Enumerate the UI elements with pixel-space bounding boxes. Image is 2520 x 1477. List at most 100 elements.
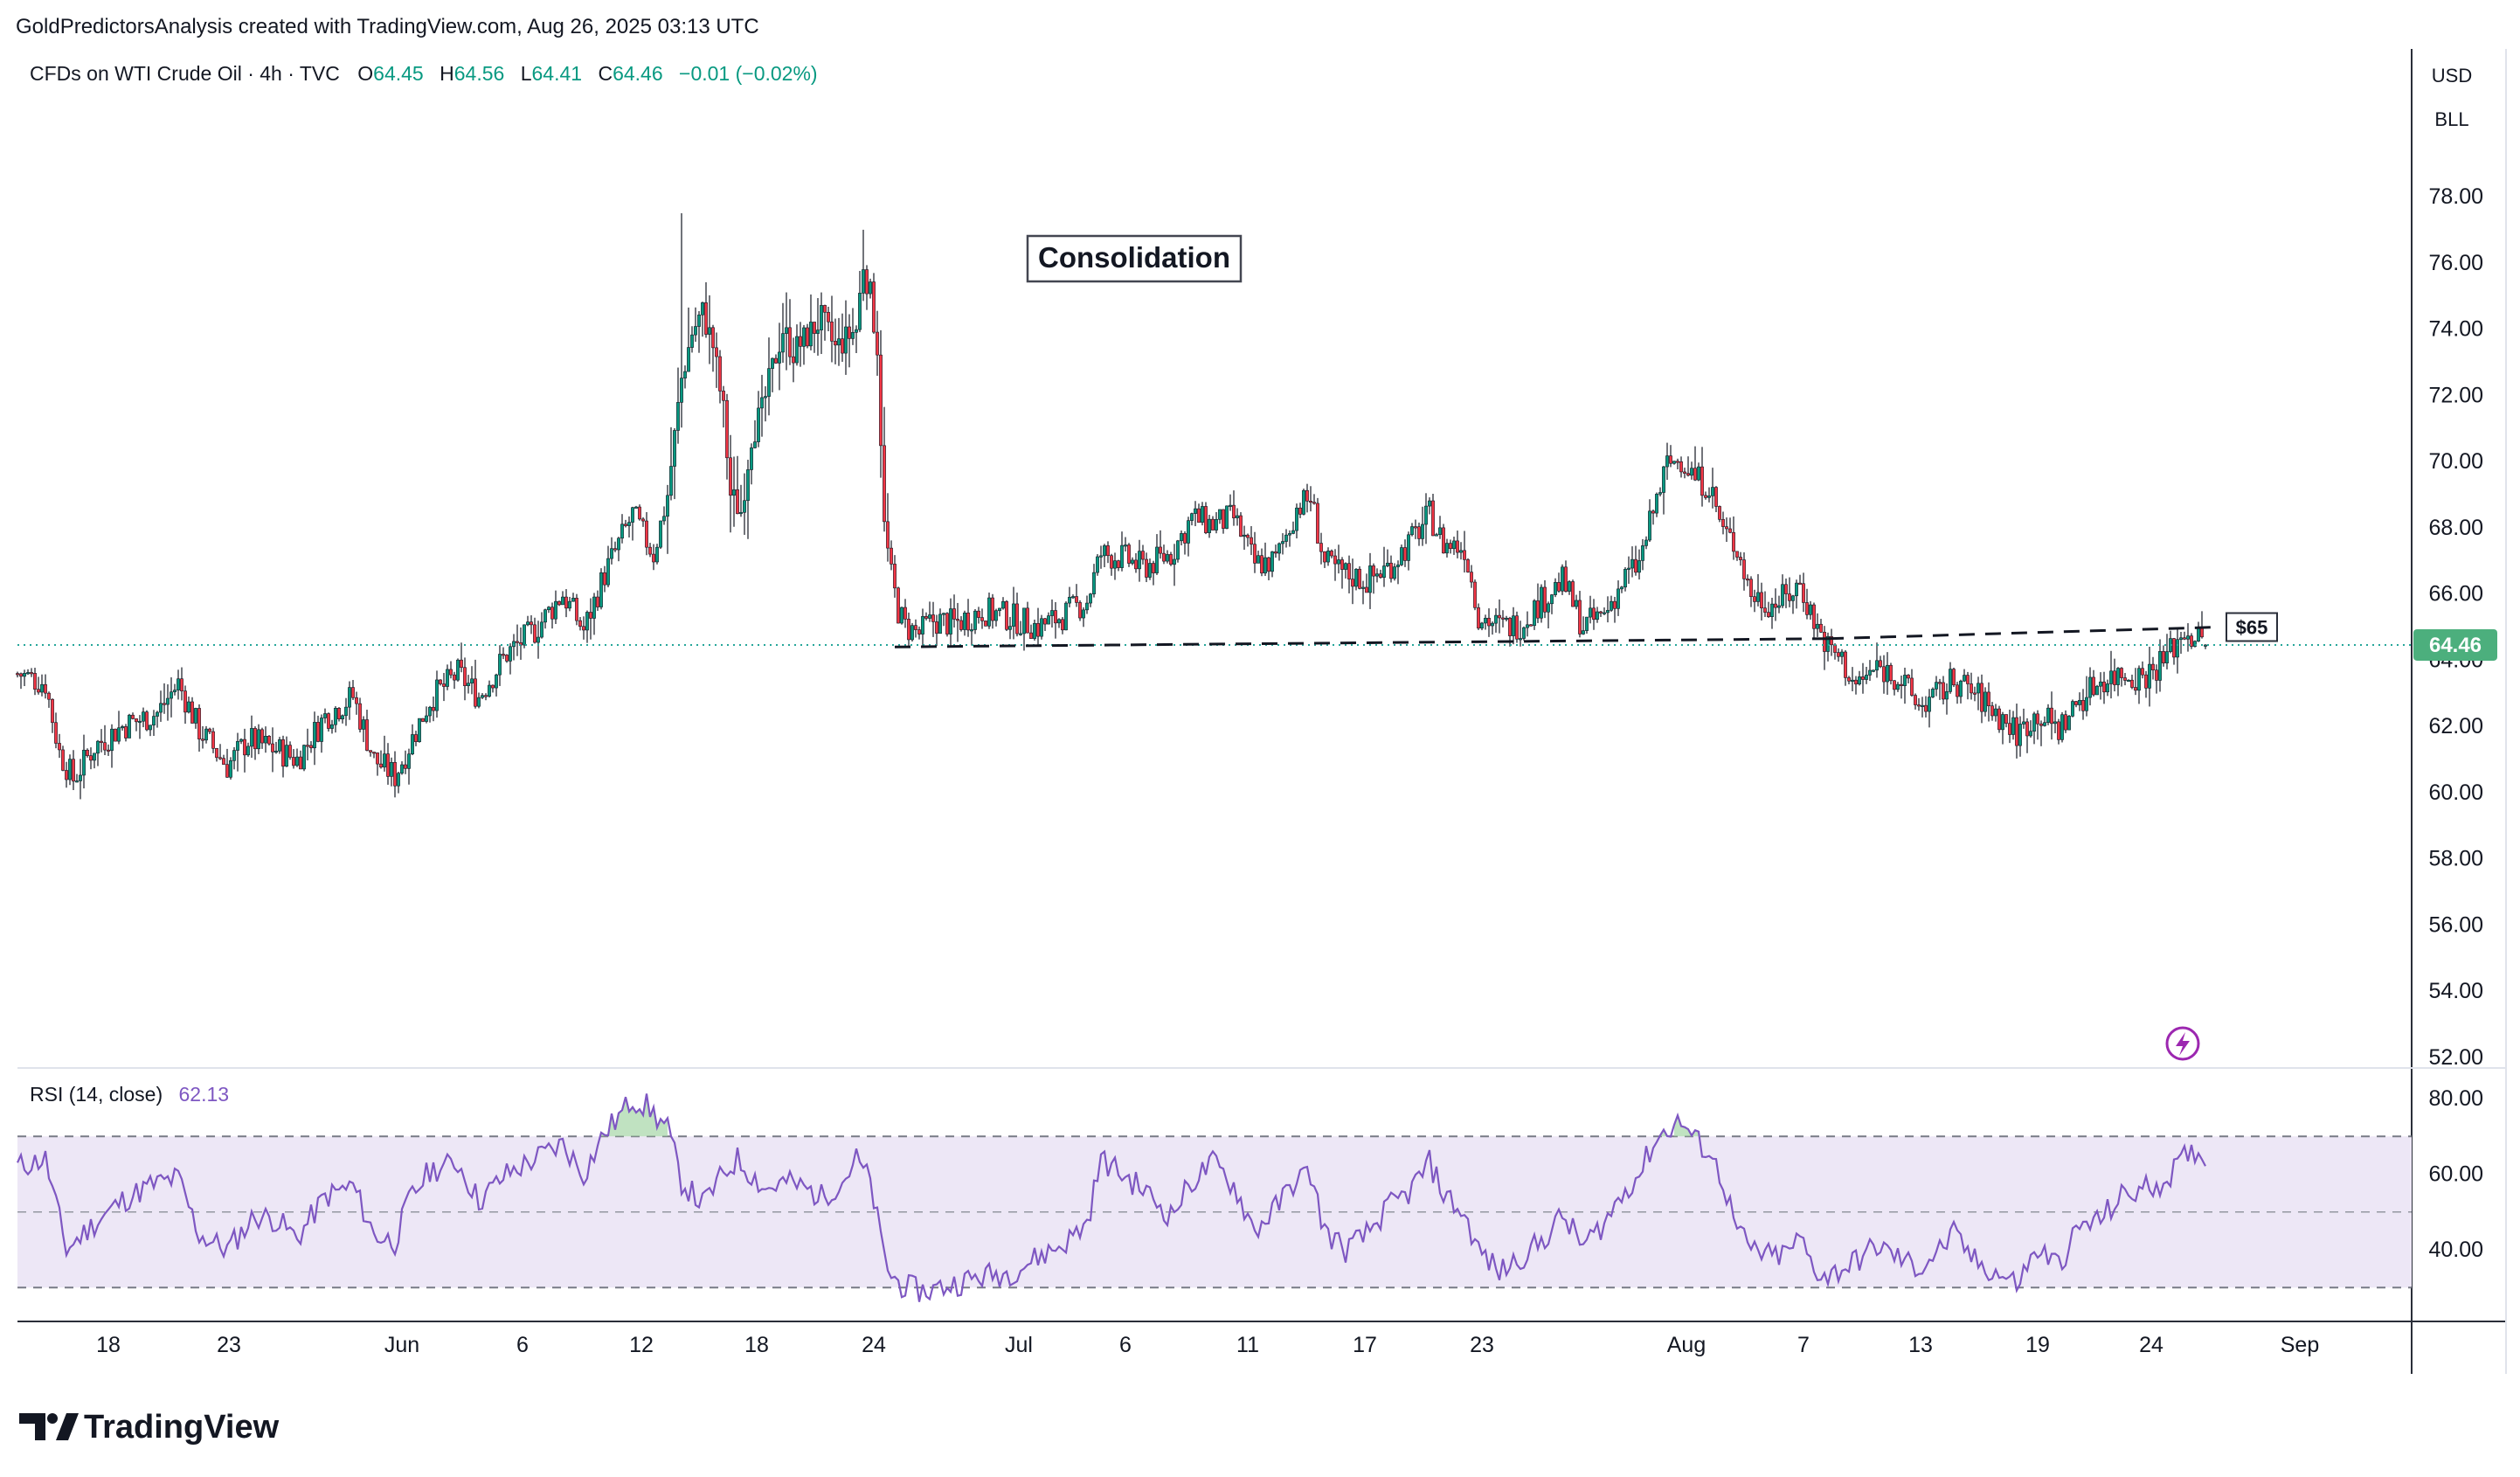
attribution-text: GoldPredictorsAnalysis created with Trad…	[16, 15, 759, 38]
candle	[1312, 494, 1316, 505]
candle	[1921, 697, 1924, 718]
candle	[2050, 691, 2053, 740]
candle	[1589, 595, 1592, 624]
candle	[827, 306, 830, 331]
tradingview-logo[interactable]: TradingView	[19, 1409, 280, 1446]
time-tick-label: Aug	[1667, 1333, 1706, 1357]
candle	[1120, 531, 1124, 572]
price-tick-label: 60.00	[2428, 780, 2483, 805]
candle	[1103, 544, 1106, 567]
symbol-legend[interactable]: CFDs on WTI Crude Oil · 4h · TVC O64.45 …	[30, 62, 818, 85]
candle	[1697, 462, 1700, 482]
candle	[2036, 710, 2039, 740]
candle	[299, 750, 302, 770]
candle	[543, 608, 547, 629]
candle	[1735, 551, 1739, 561]
currency-label[interactable]: USD	[2432, 65, 2472, 87]
candle	[37, 676, 40, 695]
last-price-tag: 64.46	[2413, 628, 2497, 661]
time-tick-label: 13	[1908, 1333, 1933, 1357]
candle	[481, 693, 484, 699]
candle	[1945, 683, 1949, 715]
candle	[1117, 559, 1120, 572]
candle	[460, 642, 463, 673]
candle	[984, 621, 987, 627]
candle	[1760, 582, 1763, 621]
candle	[1935, 676, 1938, 697]
candle	[834, 318, 837, 364]
candle	[1232, 490, 1236, 526]
rsi-axis[interactable]: 80.00 60.00 40.00	[2428, 1086, 2483, 1262]
candle	[1707, 487, 1711, 503]
price-axis[interactable]: 78.0076.0074.0072.0070.0068.0066.0064.00…	[2428, 184, 2483, 1070]
price-pane[interactable]	[17, 51, 2412, 1068]
candle	[1155, 534, 1159, 575]
candle	[183, 685, 187, 725]
candle	[924, 612, 928, 621]
lightning-icon[interactable]	[2165, 1026, 2200, 1061]
consolidation-annotation[interactable]: Consolidation	[1026, 234, 1243, 283]
price-tick-label: 54.00	[2428, 979, 2483, 1003]
candle	[2025, 718, 2029, 753]
candle	[1333, 549, 1337, 581]
candle	[1417, 522, 1421, 546]
candle	[1515, 611, 1519, 643]
candle	[1582, 616, 1585, 635]
candle	[1477, 603, 1480, 630]
candle	[1676, 458, 1679, 470]
candle	[659, 520, 662, 549]
candle	[585, 610, 589, 643]
time-axis[interactable]: 18 23 Jun 6 12 18 24 Jul 6 11 17 23 Aug 7 13 19 24 Sep	[96, 1333, 2319, 1357]
candle	[1823, 626, 1826, 670]
candle	[582, 616, 585, 640]
candle	[152, 710, 156, 736]
candle	[107, 744, 110, 756]
candle	[1956, 682, 1959, 704]
candle	[1872, 669, 1875, 673]
candle	[959, 616, 963, 632]
candle	[1900, 675, 1903, 699]
candle	[1403, 539, 1407, 567]
candle	[1886, 652, 1889, 695]
consolidation-level-lines[interactable]	[894, 626, 2220, 648]
level-65-tag[interactable]: $65	[2226, 612, 2278, 642]
candle	[537, 621, 540, 659]
candle	[1749, 576, 1753, 607]
candle	[2151, 656, 2155, 680]
candle	[998, 607, 1001, 617]
candle	[1389, 555, 1393, 583]
candle	[1435, 532, 1438, 537]
rsi-tick-label: 80.00	[2428, 1086, 2483, 1111]
candle	[1861, 662, 1865, 694]
candle	[173, 683, 177, 696]
candle	[491, 684, 495, 693]
candle	[750, 443, 753, 485]
candle	[372, 752, 376, 759]
tradingview-brand: TradingView	[84, 1409, 280, 1446]
candle	[554, 590, 557, 624]
candle	[669, 426, 673, 501]
candle	[1361, 580, 1365, 605]
candle	[260, 727, 264, 749]
candle	[729, 434, 732, 533]
candle	[1977, 676, 1980, 711]
unit-label[interactable]: BLL	[2434, 108, 2468, 130]
candle	[1540, 584, 1543, 623]
rsi-overbought-area	[601, 1093, 668, 1137]
candle	[1085, 595, 1089, 614]
candle	[386, 743, 390, 785]
candle	[848, 314, 851, 368]
candle	[1875, 642, 1879, 678]
candle	[575, 593, 578, 626]
candle	[1340, 557, 1344, 589]
candle	[2085, 676, 2088, 717]
candle	[1949, 662, 1952, 694]
price-tick-label: 56.00	[2428, 912, 2483, 937]
rsi-pane[interactable]: RSI (14, close) 62.13 80.00 60.00 40.00	[16, 1083, 2483, 1302]
candle	[292, 749, 295, 769]
candle	[1844, 649, 1847, 686]
candle	[2134, 668, 2137, 696]
candle	[1854, 676, 1858, 695]
resistance-line[interactable]	[1827, 626, 2220, 641]
